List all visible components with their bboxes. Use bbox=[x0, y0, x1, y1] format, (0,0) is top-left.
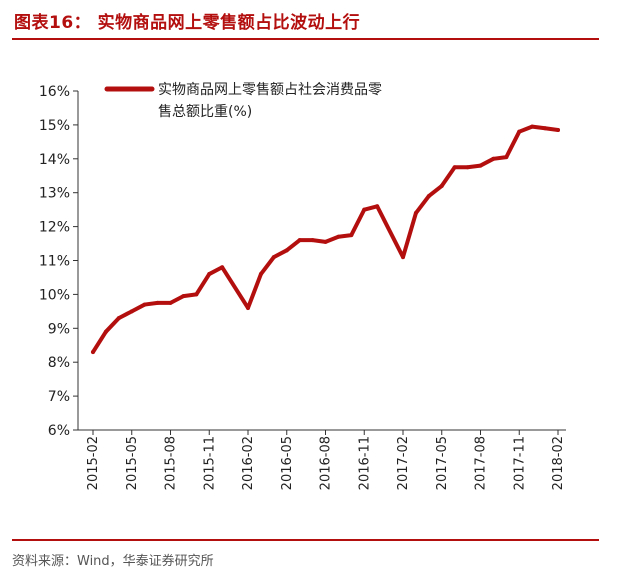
y-tick-label: 8% bbox=[48, 355, 70, 371]
y-tick-label: 16% bbox=[39, 84, 70, 100]
data-point bbox=[129, 309, 134, 314]
data-point bbox=[207, 272, 212, 277]
legend: 实物商品网上零售额占社会消费品零 售总额比重(%) bbox=[104, 82, 382, 120]
data-point bbox=[220, 265, 225, 270]
data-point bbox=[310, 238, 315, 243]
chart-axes bbox=[77, 91, 566, 431]
y-tick-label: 14% bbox=[39, 152, 70, 168]
data-point bbox=[465, 165, 470, 170]
data-point bbox=[103, 329, 108, 334]
data-point bbox=[168, 300, 173, 305]
data-point bbox=[349, 233, 354, 238]
data-point bbox=[284, 248, 289, 253]
x-tick-label: 2017-05 bbox=[435, 436, 450, 490]
source-note: 资料来源：Wind，华泰证券研究所 bbox=[12, 554, 214, 569]
data-point bbox=[517, 129, 522, 134]
y-tick-label: 7% bbox=[48, 389, 70, 405]
y-tick-label: 10% bbox=[39, 287, 70, 303]
data-point bbox=[530, 124, 535, 129]
x-tick-label: 2016-02 bbox=[241, 436, 256, 490]
x-tick-label: 2016-11 bbox=[357, 436, 372, 490]
x-tick-label: 2016-05 bbox=[280, 436, 295, 490]
chart-title: 图表16： 实物商品网上零售额占比波动上行 bbox=[14, 13, 361, 33]
legend-label-line-1: 实物商品网上零售额占社会消费品零 bbox=[158, 82, 382, 98]
x-tick-label: 2015-02 bbox=[86, 436, 101, 490]
data-point bbox=[142, 302, 147, 307]
data-point bbox=[543, 126, 548, 131]
x-tick-label: 2018-02 bbox=[551, 436, 566, 490]
data-point bbox=[155, 300, 160, 305]
data-point bbox=[413, 211, 418, 216]
x-tick-label: 2015-05 bbox=[125, 436, 140, 490]
data-point bbox=[181, 294, 186, 299]
x-tick-label: 2015-11 bbox=[202, 436, 217, 490]
footer-divider bbox=[12, 539, 599, 541]
data-point bbox=[258, 272, 263, 277]
data-point bbox=[194, 292, 199, 297]
data-point bbox=[246, 305, 250, 310]
y-tick-label: 9% bbox=[48, 321, 70, 337]
y-tick-label: 6% bbox=[48, 423, 70, 439]
data-point bbox=[336, 234, 341, 239]
data-point bbox=[491, 156, 496, 161]
x-tick-label: 2017-11 bbox=[512, 436, 527, 490]
data-point bbox=[556, 127, 560, 132]
x-tick-label: 2017-08 bbox=[474, 436, 489, 490]
x-tick-label: 2016-08 bbox=[319, 436, 334, 490]
data-point bbox=[362, 207, 367, 212]
y-tick-label: 12% bbox=[39, 220, 70, 236]
data-point bbox=[116, 316, 121, 321]
data-point bbox=[426, 194, 431, 199]
series-group bbox=[91, 124, 560, 355]
data-point bbox=[271, 255, 276, 260]
x-tick-label: 2017-02 bbox=[396, 436, 411, 490]
title-divider bbox=[12, 38, 599, 40]
x-axis-ticks: 2015-02 2015-05 2015-08 2015-11 2016-02 2016-… bbox=[86, 430, 566, 490]
data-point bbox=[91, 350, 95, 355]
y-tick-label: 11% bbox=[39, 254, 70, 270]
x-tick-label: 2015-08 bbox=[164, 436, 179, 490]
data-point bbox=[297, 238, 302, 243]
y-axis-ticks: 6% 7% 8% 9% 10% 11% 12% 13% 14% 15% 16% bbox=[39, 84, 78, 439]
y-tick-label: 15% bbox=[39, 118, 70, 134]
data-point bbox=[375, 204, 380, 209]
series-line bbox=[91, 124, 560, 355]
data-point bbox=[452, 165, 457, 170]
legend-label-line-2: 售总额比重(%) bbox=[158, 104, 252, 120]
data-point bbox=[504, 155, 509, 160]
data-point bbox=[323, 239, 328, 244]
data-point bbox=[439, 183, 444, 188]
y-tick-label: 13% bbox=[39, 186, 70, 202]
data-point bbox=[401, 255, 405, 260]
data-point bbox=[478, 163, 483, 168]
